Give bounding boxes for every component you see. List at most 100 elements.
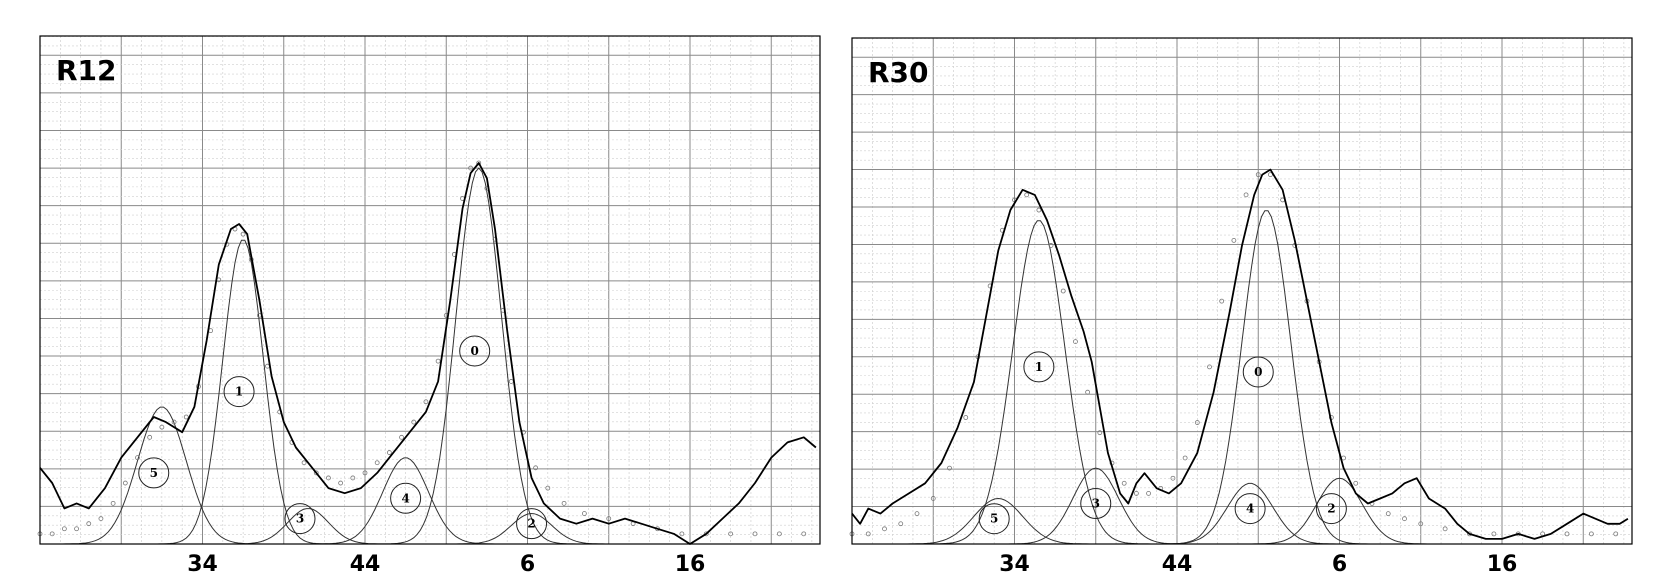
- fit-point: [930, 496, 936, 501]
- component-label-circle: [459, 335, 491, 367]
- fit-point: [338, 480, 344, 486]
- fit-point: [147, 434, 153, 440]
- fit-point: [606, 516, 612, 521]
- fit-point: [728, 531, 734, 537]
- fit-point: [1255, 172, 1261, 178]
- component-label-circle: [284, 503, 316, 535]
- fit-point: [545, 485, 551, 491]
- component-label-4: 4: [1234, 493, 1266, 525]
- fit-point: [533, 465, 539, 471]
- component-label-text: 1: [1035, 360, 1043, 374]
- fit-point: [1402, 516, 1407, 522]
- component-label-text: 2: [1327, 502, 1335, 516]
- fit-point: [74, 526, 79, 532]
- fit-point: [183, 414, 189, 420]
- fit-point: [801, 531, 807, 537]
- fit-point: [301, 460, 307, 466]
- x-tick-label: 44: [1162, 552, 1193, 576]
- fit-point: [1036, 207, 1042, 213]
- fit-point: [411, 419, 417, 425]
- x-tick-label: 34: [999, 552, 1030, 576]
- component-label-circle: [223, 376, 255, 408]
- fit-point: [435, 358, 441, 364]
- fit-point: [1353, 480, 1359, 486]
- component-label-0: 0: [459, 335, 491, 367]
- fit-point: [98, 516, 104, 521]
- component-label-text: 5: [990, 512, 998, 526]
- fit-point: [1146, 490, 1151, 496]
- x-axis-ticks: 34 44 6 16: [187, 552, 705, 576]
- fit-point: [326, 475, 331, 481]
- fit-point: [898, 521, 904, 527]
- fit-point: [1085, 389, 1091, 395]
- x-tick-label: 6: [520, 552, 535, 576]
- grid: [39, 36, 820, 545]
- x-tick-label: 16: [1487, 552, 1518, 576]
- fit-point: [159, 424, 165, 430]
- fit-point: [1613, 531, 1619, 537]
- component-label-circle: [138, 457, 170, 489]
- component-label-text: 0: [471, 344, 479, 358]
- fit-point: [1024, 192, 1030, 198]
- fit-point: [399, 434, 404, 440]
- fit-point: [752, 531, 758, 537]
- fit-point: [49, 531, 55, 537]
- component-label-text: 4: [401, 491, 409, 505]
- fit-point: [350, 475, 356, 481]
- component-label-text: 0: [1254, 365, 1262, 379]
- fit-point: [561, 500, 567, 506]
- fit-point: [1564, 531, 1570, 537]
- component-label-circle: [1234, 493, 1266, 525]
- component-label-text: 1: [235, 385, 243, 399]
- fit-point: [581, 511, 587, 516]
- component-label-1: 1: [223, 376, 255, 408]
- component-label-text: 4: [1246, 502, 1254, 516]
- fit-point: [1194, 420, 1200, 425]
- component-label-text: 2: [527, 517, 535, 531]
- fit-point: [468, 165, 474, 171]
- fit-point: [122, 480, 128, 486]
- component-label-0: 0: [1242, 356, 1274, 388]
- x-tick-label: 34: [187, 552, 218, 576]
- fit-point: [963, 415, 969, 420]
- component-label-3: 3: [1080, 488, 1112, 520]
- plot-frame: [851, 37, 1633, 545]
- fit-point: [110, 500, 116, 506]
- fit-point: [1121, 480, 1127, 486]
- fit-point: [947, 465, 952, 471]
- component-label-5: 5: [978, 503, 1010, 535]
- component-label-circle: [1315, 493, 1347, 525]
- component-label-1: 1: [1023, 351, 1055, 383]
- fit-point: [1048, 243, 1054, 248]
- panel-title: R12: [56, 54, 117, 87]
- component-label-circle: [390, 482, 422, 514]
- fit-point: [882, 526, 887, 532]
- x-axis-ticks: 34 44 6 16: [999, 552, 1517, 576]
- fit-point: [1418, 521, 1424, 527]
- fit-point: [135, 455, 140, 461]
- fit-point: [86, 521, 92, 527]
- fit-point: [914, 511, 920, 517]
- component-label-4: 4: [390, 482, 422, 514]
- fit-point: [1097, 430, 1103, 436]
- fit-point: [1491, 531, 1497, 537]
- fit-point: [776, 531, 782, 537]
- fit-point: [1442, 526, 1448, 532]
- fit-point: [1207, 364, 1212, 370]
- fit-point: [679, 531, 685, 537]
- component-label-3: 3: [284, 503, 316, 535]
- fit-point: [703, 531, 709, 537]
- measured-curve: [851, 168, 1629, 540]
- component-label-circle: [1242, 356, 1274, 388]
- component-label-text: 3: [1092, 497, 1100, 511]
- fit-point: [313, 470, 319, 476]
- component-label-circle: [516, 508, 548, 540]
- fit-point: [1133, 490, 1139, 496]
- component-label-text: 3: [296, 512, 304, 526]
- fit-point: [1060, 288, 1066, 294]
- panel-title: R30: [868, 56, 929, 89]
- component-label-2: 2: [1315, 493, 1347, 525]
- x-tick-label: 16: [675, 552, 706, 576]
